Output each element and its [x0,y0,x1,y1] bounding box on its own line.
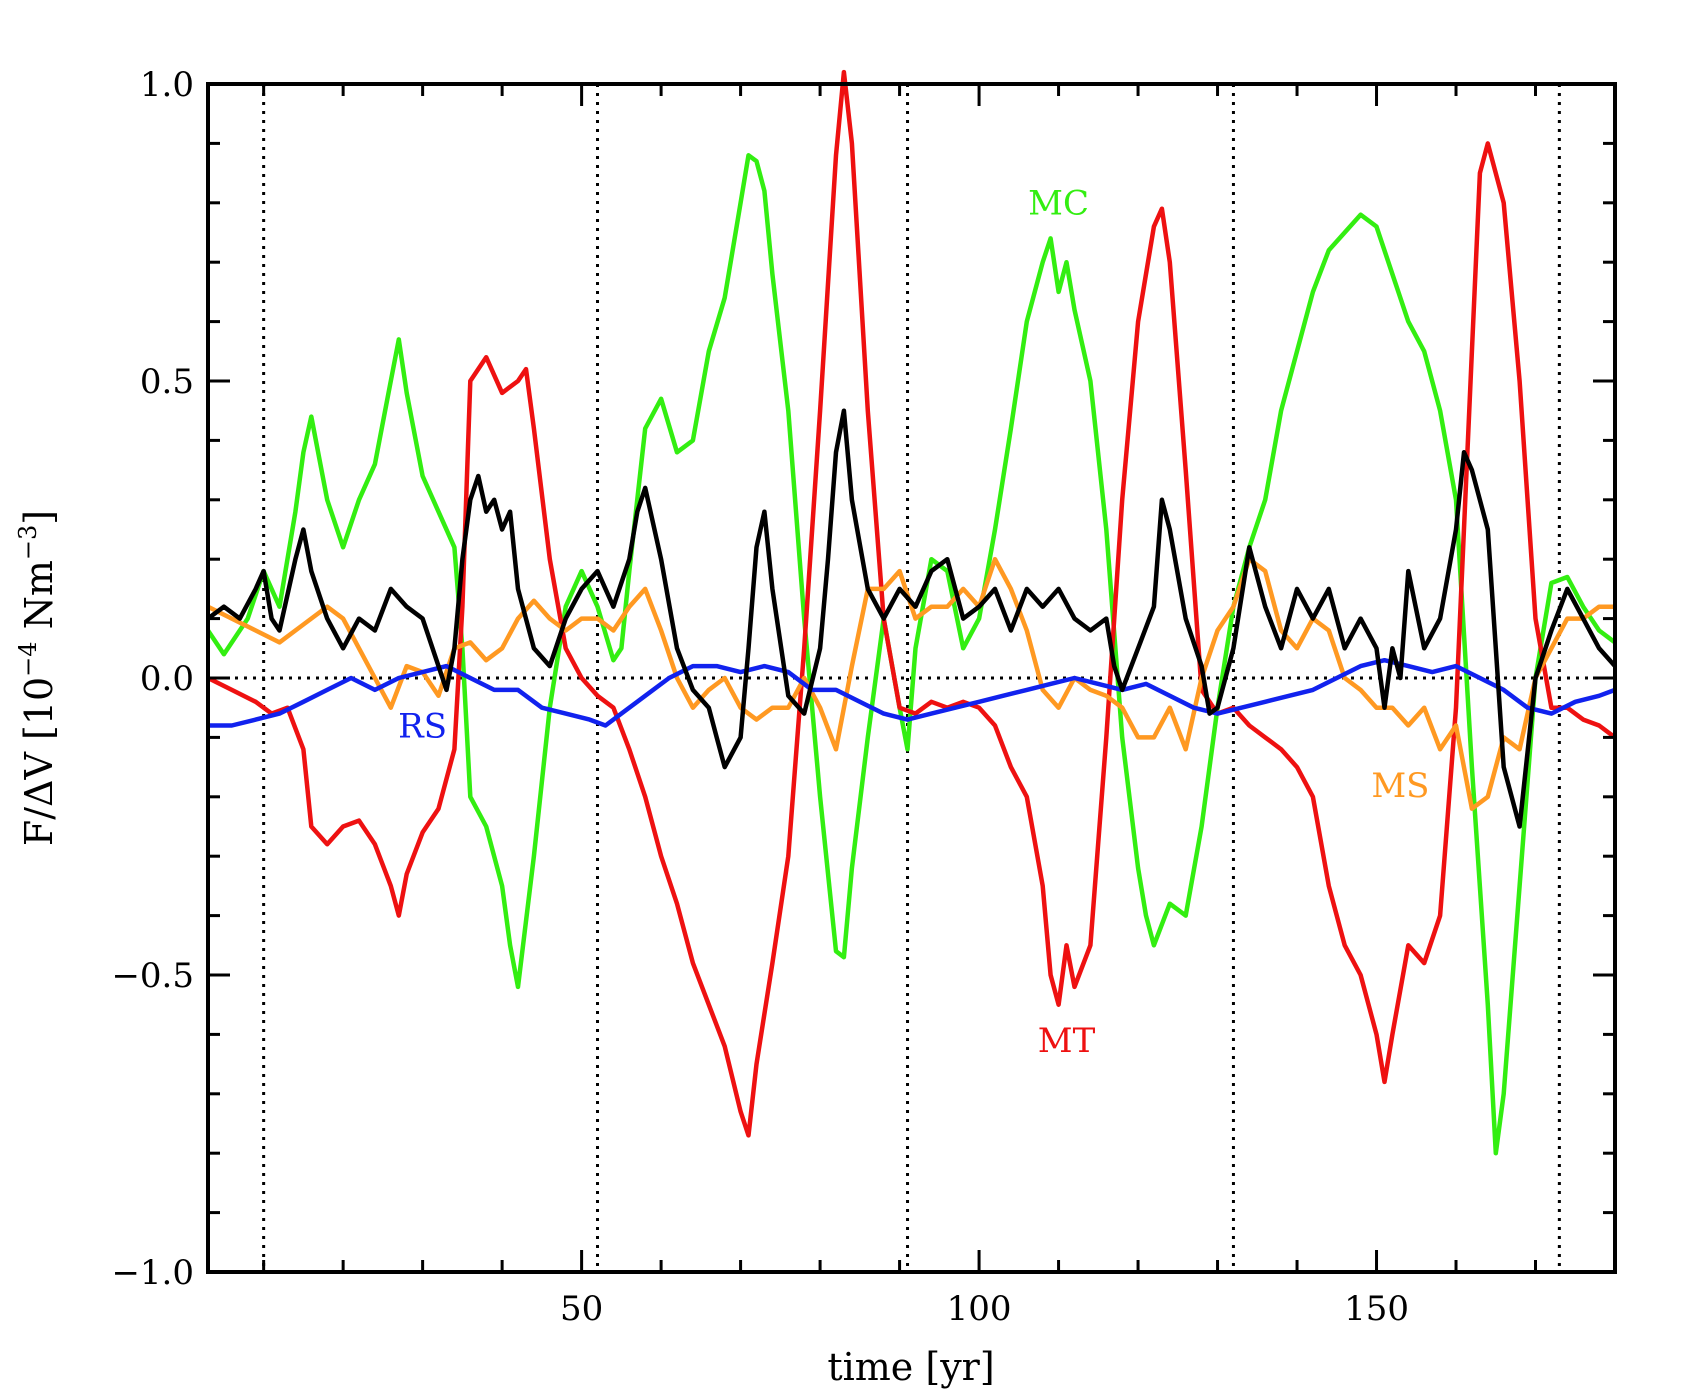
y-axis-title-main: F/ΔV [10 [17,677,61,846]
y-axis-title-unit-exp: −3 [14,525,42,560]
y-tick-label-1: −0.5 [111,956,194,996]
y-tick-label-3: 0.5 [140,362,194,402]
x-tick-label-150: 150 [1344,1289,1409,1329]
x-axis-title: time [yr] [827,1345,994,1389]
series-line-mt [206,69,1617,1138]
y-axis-title: F/ΔV [10−4 Nm−3] [14,510,61,846]
series-labels: MC MT MS RS [398,184,1429,1062]
y-tick-label-0: −1.0 [111,1253,194,1293]
series-lines [206,69,1617,1156]
axis-ticks [208,82,1615,1274]
y-tick-label-4: 1.0 [140,65,194,105]
y-axis-title-exp: −4 [14,641,42,676]
series-label-mt: MT [1038,1021,1096,1061]
x-tick-labels: 50 100 150 [560,1289,1409,1329]
series-line-ms [206,556,1615,811]
y-tick-labels: −1.0 −0.5 0.0 0.5 1.0 [111,65,194,1293]
series-line-rs [208,657,1616,728]
y-axis-title-unit: Nm [17,560,61,641]
y-axis-title-close: ] [17,510,61,525]
x-tick-label-50: 50 [560,1289,603,1329]
series-label-rs: RS [398,706,447,746]
x-tick-label-100: 100 [947,1289,1012,1329]
y-tick-label-2: 0.0 [140,659,194,699]
series-label-ms: MS [1371,766,1429,806]
series-line-total [206,408,1617,829]
series-label-mc: MC [1028,184,1089,224]
